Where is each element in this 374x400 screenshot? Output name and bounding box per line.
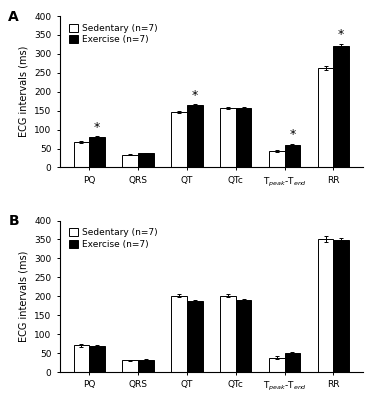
Bar [236,300,251,372]
Bar [269,151,285,168]
Bar [269,358,285,372]
Y-axis label: ECG intervals (ms): ECG intervals (ms) [19,46,29,138]
Bar [236,108,251,168]
Bar [220,108,236,168]
Bar [285,145,300,168]
Text: *: * [94,121,100,134]
Bar [74,346,89,372]
Text: *: * [289,128,295,141]
Y-axis label: ECG intervals (ms): ECG intervals (ms) [19,250,29,342]
Text: A: A [8,10,19,24]
Text: *: * [191,88,198,102]
Bar [318,239,334,372]
Bar [138,154,154,168]
Bar [334,46,349,168]
Bar [122,155,138,168]
Bar [187,105,202,168]
Bar [334,240,349,372]
Text: B: B [8,214,19,228]
Legend: Sedentary (n=7), Exercise (n=7): Sedentary (n=7), Exercise (n=7) [67,226,159,251]
Bar [74,142,89,168]
Bar [171,296,187,372]
Bar [171,112,187,168]
Bar [122,360,138,372]
Bar [318,68,334,168]
Bar [187,301,202,372]
Bar [89,137,105,168]
Legend: Sedentary (n=7), Exercise (n=7): Sedentary (n=7), Exercise (n=7) [67,22,159,46]
Bar [89,346,105,372]
Bar [220,296,236,372]
Text: *: * [338,28,344,41]
Bar [138,360,154,372]
Bar [285,354,300,372]
